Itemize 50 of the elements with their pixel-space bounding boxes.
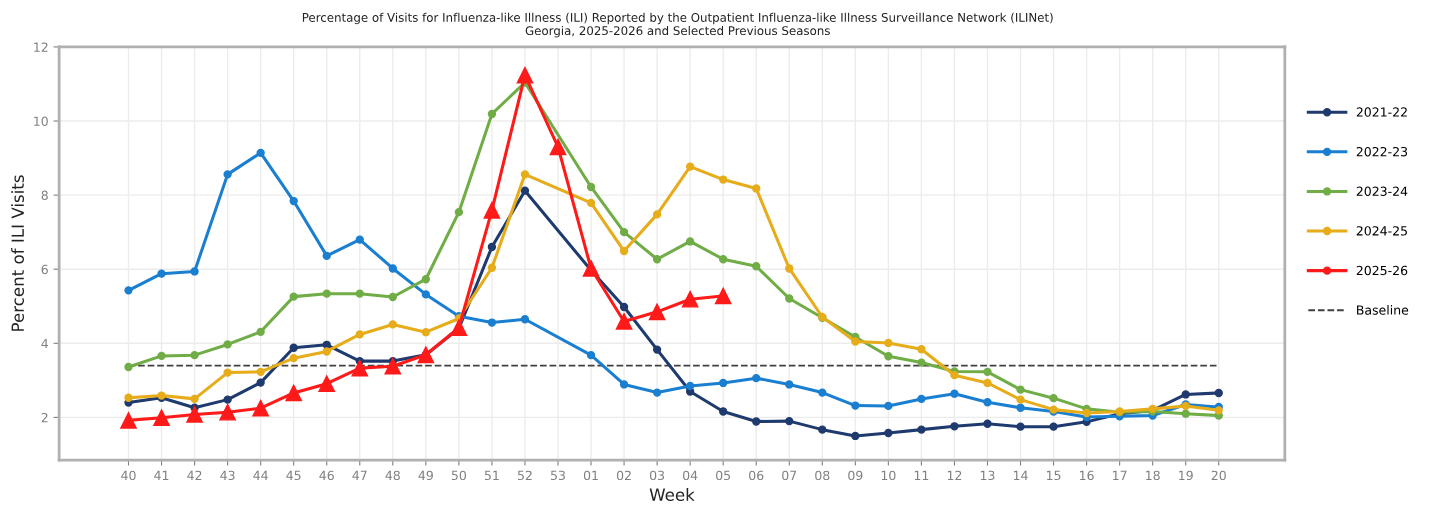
legend-label: Baseline <box>1357 305 1409 315</box>
chart-subtitle: Georgia, 2025-2026 and Selected Previous Seasons <box>525 25 830 38</box>
legend-label: 2023-24 <box>1356 186 1408 196</box>
x-tick-label: 15 <box>1046 470 1061 481</box>
x-tick-label: 40 <box>121 470 136 481</box>
chart-title: Percentage of Visits for Influenza-like Illness (ILI) Reported by the Outpatient Influenza-like Illness Surveillance Network (ILINet) <box>302 12 1053 25</box>
x-tick-label: 19 <box>1179 470 1193 481</box>
x-tick-label: 12 <box>947 470 962 480</box>
x-tick-label: 41 <box>154 470 169 480</box>
x-tick-label: 43 <box>220 470 235 481</box>
x-tick-label: 48 <box>385 470 400 481</box>
y-tick-label: 2 <box>41 412 48 423</box>
x-tick-label: 09 <box>848 470 863 481</box>
x-tick-label: 42 <box>187 470 202 480</box>
legend-label: 2022-23 <box>1356 146 1408 157</box>
x-tick-label: 52 <box>517 470 532 481</box>
x-tick-label: 51 <box>484 470 499 481</box>
y-tick-label: 8 <box>41 190 48 201</box>
x-tick-label: 46 <box>319 470 334 481</box>
x-tick-label: 05 <box>716 470 731 481</box>
y-axis-title: Percent of ILI Visits <box>11 175 25 331</box>
x-tick-label: 10 <box>881 470 896 481</box>
x-tick-label: 50 <box>451 470 466 481</box>
x-tick-label: 47 <box>352 470 367 480</box>
x-tick-label: 11 <box>914 470 929 480</box>
x-tick-label: 13 <box>980 470 995 481</box>
x-tick-label: 14 <box>1013 470 1028 480</box>
x-tick-label: 20 <box>1211 470 1226 481</box>
x-tick-label: 08 <box>815 470 830 481</box>
legend-label: 2021-22 <box>1356 107 1407 117</box>
x-tick-label: 53 <box>551 470 565 481</box>
legend-label: 2025-26 <box>1356 265 1408 276</box>
x-tick-label: 03 <box>649 470 665 481</box>
legend-label: 2024-25 <box>1356 226 1407 236</box>
y-tick-label: 12 <box>34 42 48 52</box>
y-tick-label: 10 <box>34 116 48 126</box>
x-tick-label: 04 <box>683 470 698 481</box>
x-tick-label: 06 <box>749 470 764 481</box>
x-axis-title: Week <box>649 488 695 501</box>
x-tick-label: 45 <box>286 470 301 481</box>
x-tick-label: 01 <box>583 470 598 481</box>
x-tick-label: 16 <box>1080 470 1094 481</box>
x-tick-label: 49 <box>418 470 433 481</box>
x-tick-label: 17 <box>1113 470 1127 480</box>
x-tick-label: 02 <box>616 470 631 481</box>
y-tick-label: 6 <box>41 264 48 275</box>
x-tick-label: 07 <box>782 470 797 481</box>
x-tick-label: 18 <box>1146 470 1160 481</box>
x-tick-label: 44 <box>253 470 268 480</box>
y-tick-label: 4 <box>41 338 48 349</box>
